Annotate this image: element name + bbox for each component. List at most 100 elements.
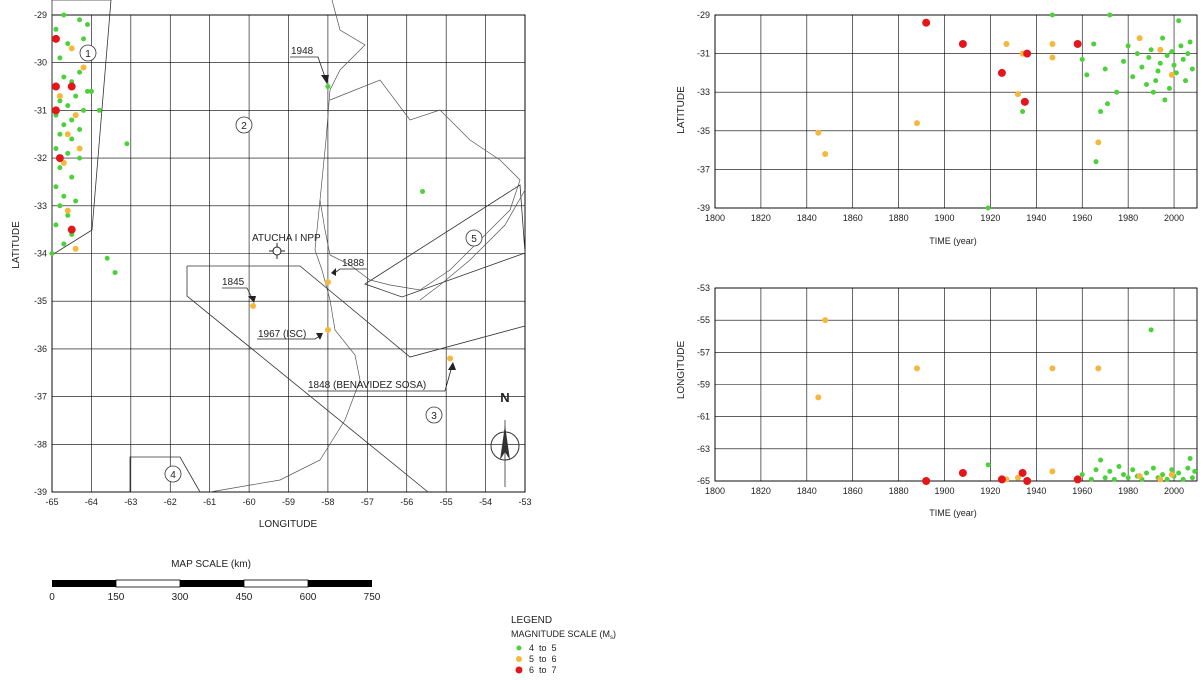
lat-time-point [1155, 68, 1161, 74]
map-xtick: -65 [45, 497, 58, 507]
leader-1845 [222, 287, 254, 301]
map-point [61, 193, 67, 199]
map-grid: -65 -64 -63 -62 -61 -60 -59 -58 -57 -56 -55 -54 -53 -… [34, 10, 532, 507]
scale-tick-750: 750 [364, 592, 381, 603]
map-point [69, 174, 75, 180]
lon-time-point [1189, 475, 1195, 481]
zone-label-circle-2 [235, 116, 253, 134]
lat-time-ylabel: LATITUDE [676, 86, 687, 134]
lat-time-point [1144, 81, 1150, 87]
lat-time-point [1049, 54, 1056, 61]
north-label: N [500, 390, 509, 405]
map-point [104, 255, 110, 261]
map-point [51, 82, 60, 91]
lon-time-point [1185, 465, 1191, 471]
annotation-npp: ATUCHA I NPP [252, 233, 321, 244]
lat-time-point [1073, 39, 1082, 48]
leader-1888 [335, 268, 367, 273]
map-point [55, 154, 64, 163]
lon-time-point [1102, 475, 1108, 481]
lon-time-point [1148, 327, 1154, 333]
lat-time-xtick: 1980 [1118, 213, 1138, 223]
map-point [80, 64, 87, 71]
lon-time-point [1049, 365, 1056, 372]
lat-time-point [1150, 89, 1156, 95]
lat-time-point [1180, 56, 1186, 62]
lat-time-point [1020, 109, 1026, 114]
map-xtick: -61 [203, 497, 216, 507]
lon-time-ytick: -61 [697, 412, 710, 422]
zone-label-circle-3 [425, 406, 443, 424]
zone-label-circle-5 [465, 229, 483, 247]
annotation-1845: 1845 [222, 277, 245, 288]
lat-time-point [1107, 12, 1113, 18]
lat-time-point [1160, 35, 1166, 41]
lat-time-ytick: -39 [697, 203, 710, 213]
lat-time-point [1003, 40, 1010, 47]
map-xtick: -58 [321, 497, 334, 507]
map-point [64, 131, 71, 138]
lat-time-xtick: 1960 [1072, 213, 1092, 223]
lon-time-point [1164, 476, 1170, 482]
map-point [420, 188, 426, 194]
lat-time-point [1098, 109, 1104, 114]
lat-time-point [1176, 18, 1182, 24]
lat-time-point [1020, 97, 1029, 106]
lat-time-point [1189, 66, 1195, 72]
zone-label-circle-4 [164, 465, 182, 483]
coastline-line [419, 189, 526, 301]
lon-time-point [1073, 475, 1082, 484]
map-point [250, 302, 257, 309]
map-point [51, 106, 60, 115]
map-point [76, 145, 83, 152]
lon-time-point [1169, 467, 1175, 473]
leader-1948 [290, 56, 327, 81]
lat-time-point [1023, 49, 1032, 58]
lon-time-point [1192, 468, 1198, 474]
legend-subtitle: MAGNITUDE SCALE (Ms) [511, 629, 616, 641]
lon-time-point [997, 475, 1006, 484]
annotation-1948: 1948 [291, 46, 314, 57]
map-point [53, 26, 59, 32]
zone-3-boundary [186, 266, 429, 493]
map-point [124, 141, 130, 147]
lat-time-point [1136, 35, 1143, 42]
map-point [60, 159, 67, 166]
zone-4-polygon [129, 456, 201, 493]
map-point [61, 12, 67, 18]
scale-tick-450: 450 [236, 592, 253, 603]
lon-time-point [822, 317, 829, 324]
lat-time-point [1148, 47, 1154, 53]
map-xtick: -60 [243, 497, 256, 507]
map-ytick: -31 [34, 105, 47, 115]
lon-time-ytick: -57 [697, 347, 710, 357]
lon-time-xtick: 1800 [705, 486, 725, 496]
map-point [77, 126, 83, 132]
map-ytick: -36 [34, 344, 47, 354]
map-point [81, 36, 87, 42]
lat-time-point [1157, 46, 1164, 53]
lat-time-point [913, 120, 920, 127]
lat-time-point [1084, 72, 1090, 78]
map-ytick: -39 [34, 487, 47, 497]
annotation-1848: 1848 (BENAVIDEZ SOSA) [308, 380, 426, 391]
map-point [72, 245, 79, 252]
lon-time-xtick: 1880 [889, 486, 909, 496]
lon-time-point [1095, 365, 1102, 372]
lon-time-ytick: -65 [697, 476, 710, 486]
zone-label-3: 3 [431, 411, 437, 422]
lat-time-point [1168, 71, 1175, 78]
arrow-1848 [448, 362, 456, 370]
scale-tick-0: 0 [49, 592, 55, 603]
map-xtick: -63 [124, 497, 137, 507]
lat-time-point [1187, 39, 1193, 45]
map-point [447, 355, 454, 362]
lat-time-grid: 1800 1820 1840 1860 1880 1900 1920 1940 1960 1980… [697, 10, 1198, 223]
map-ytick: -29 [34, 10, 47, 20]
map-point [51, 34, 60, 43]
lat-time-point [1121, 58, 1127, 64]
lat-time-point [1091, 41, 1097, 47]
map-point [84, 22, 90, 28]
lon-time-ytick: -55 [697, 315, 710, 325]
